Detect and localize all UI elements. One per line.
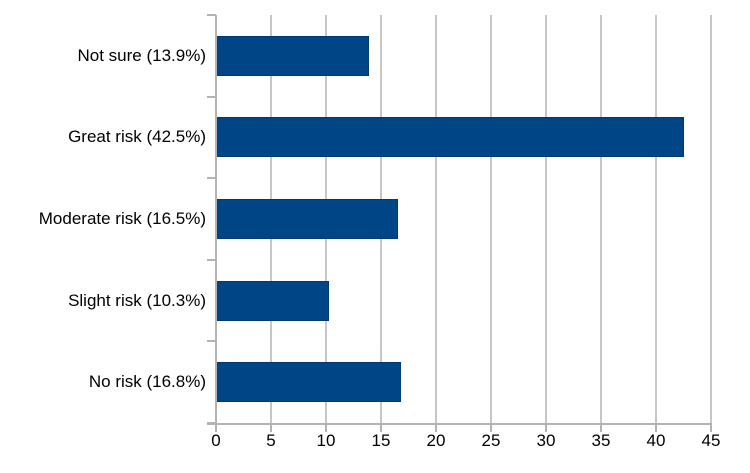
x-tick-label: 30: [536, 431, 556, 450]
x-tick: [710, 423, 712, 432]
x-tick: [325, 423, 327, 432]
gridline: [655, 15, 657, 423]
x-tick-label: 20: [426, 431, 446, 450]
y-tick: [207, 340, 216, 343]
y-tick: [207, 95, 216, 98]
category-label: Not sure (13.9%): [77, 45, 207, 65]
category-label: Moderate risk (16.5%): [38, 209, 206, 228]
gridline: [710, 15, 712, 423]
bar: [216, 35, 369, 76]
x-tick-label: 0: [211, 431, 221, 450]
gridline: [545, 15, 547, 423]
x-tick-label: 15: [371, 431, 391, 450]
gridline: [490, 15, 492, 423]
x-tick-label: 5: [266, 431, 276, 450]
x-tick: [600, 423, 602, 432]
y-tick: [207, 258, 216, 261]
x-tick: [270, 423, 272, 432]
x-tick-label: 35: [591, 431, 611, 450]
x-tick: [215, 423, 217, 432]
y-axis-top-tick: [207, 14, 216, 16]
bar: [216, 362, 401, 403]
x-tick: [435, 423, 437, 432]
y-tick: [207, 422, 216, 424]
x-tick-label: 40: [646, 431, 666, 450]
x-tick-label: 45: [701, 431, 721, 450]
y-axis: [215, 15, 217, 423]
x-tick: [490, 423, 492, 432]
x-tick-label: 25: [481, 431, 501, 450]
category-label: Great risk (42.5%): [68, 127, 206, 147]
x-tick: [380, 423, 382, 432]
x-axis: [207, 423, 712, 425]
x-tick: [655, 423, 657, 432]
category-label: No risk (16.8%): [88, 372, 206, 392]
x-tick: [545, 423, 547, 432]
gridline: [600, 15, 602, 423]
gridline: [435, 15, 437, 423]
y-tick: [207, 177, 216, 180]
category-label: Slight risk (10.3%): [68, 290, 206, 310]
bar: [216, 280, 330, 321]
bar: [216, 199, 398, 239]
bar: [216, 117, 684, 158]
x-tick-label: 10: [316, 431, 336, 450]
